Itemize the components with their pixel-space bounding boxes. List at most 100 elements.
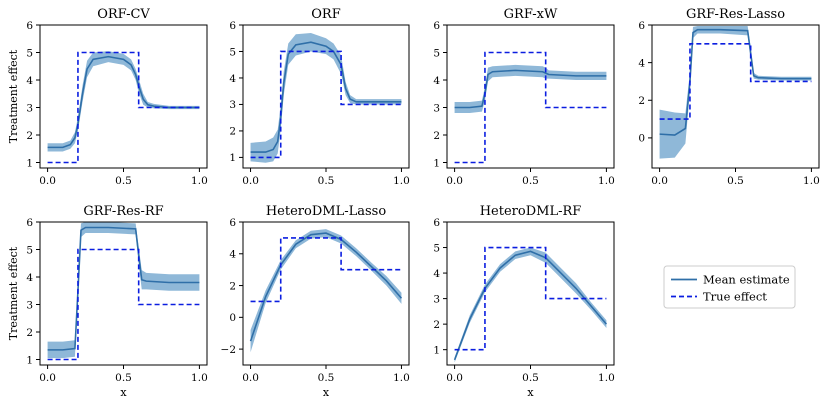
legend-mean-label: Mean estimate bbox=[703, 273, 790, 287]
y-tick-label: 4 bbox=[229, 73, 236, 85]
y-tick-label: 6 bbox=[638, 20, 645, 32]
y-tick-label: 4 bbox=[26, 272, 33, 284]
x-tick-label: 0.0 bbox=[446, 175, 463, 187]
y-tick-label: 3 bbox=[433, 293, 440, 305]
x-axis-label: x bbox=[120, 386, 127, 399]
y-tick-label: 4 bbox=[229, 249, 236, 261]
confidence-band bbox=[250, 32, 402, 163]
true-effect-line bbox=[659, 43, 812, 120]
legend-box bbox=[663, 265, 796, 309]
y-tick-label: 6 bbox=[229, 20, 236, 32]
confidence-band bbox=[47, 51, 200, 152]
panel-orf-cv: 0.0 0.5 1.0 1 2 3 4 5 6 ORF-CV Treatment effect bbox=[7, 7, 208, 187]
y-tick-label: 4 bbox=[638, 57, 645, 69]
y-tick-label: 5 bbox=[433, 47, 440, 59]
panel-title: ORF bbox=[311, 7, 340, 22]
confidence-band bbox=[47, 222, 200, 359]
y-tick-label: 2 bbox=[229, 280, 236, 292]
y-tick-label: 0 bbox=[229, 312, 236, 324]
x-tick-label: 0.5 bbox=[522, 372, 539, 384]
legend: Mean estimate True effect bbox=[663, 265, 796, 309]
panel-title: GRF-Res-RF bbox=[83, 204, 163, 219]
y-tick-label: 2 bbox=[433, 130, 440, 142]
x-tick-label: 0.0 bbox=[446, 372, 463, 384]
confidence-band bbox=[454, 64, 607, 113]
confidence-band bbox=[250, 229, 402, 353]
y-axis-label: Treatment effect bbox=[7, 49, 20, 143]
x-tick-label: 0.0 bbox=[39, 372, 56, 384]
y-tick-label: 1 bbox=[26, 157, 33, 169]
x-axis-label: x bbox=[527, 386, 534, 399]
mean-estimate-line bbox=[659, 28, 812, 136]
x-axis-label: x bbox=[323, 386, 330, 399]
y-tick-label: 1 bbox=[229, 152, 236, 164]
y-tick-label: 3 bbox=[26, 299, 33, 311]
panel-grf-xw: 0.0 0.5 1.0 1 2 3 4 5 6 GRF-xW bbox=[433, 7, 614, 187]
x-tick-label: 1.0 bbox=[803, 175, 820, 187]
panel-title: HeteroDML-Lasso bbox=[266, 204, 386, 219]
x-tick-label: 1.0 bbox=[598, 175, 615, 187]
x-tick-label: 0.5 bbox=[727, 175, 744, 187]
y-tick-label: 4 bbox=[433, 268, 440, 280]
y-tick-label: 1 bbox=[26, 354, 33, 366]
plot-area bbox=[249, 229, 403, 353]
panel-heterodml-lasso: 0.0 0.5 1.0 −2 0 2 4 6 HeteroDML-Lasso x bbox=[221, 204, 410, 399]
true-effect-line bbox=[454, 246, 607, 351]
confidence-band bbox=[659, 25, 812, 159]
y-tick-label: 6 bbox=[26, 217, 33, 229]
legend-true-label: True effect bbox=[703, 290, 767, 304]
plot-area bbox=[250, 32, 402, 163]
x-tick-label: 0.0 bbox=[242, 372, 259, 384]
x-tick-label: 1.0 bbox=[598, 372, 615, 384]
panel-title: ORF-CV bbox=[97, 7, 150, 22]
y-tick-label: 1 bbox=[433, 157, 440, 169]
axes-frame bbox=[446, 24, 615, 169]
confidence-band bbox=[454, 247, 607, 363]
y-tick-label: 6 bbox=[229, 217, 236, 229]
y-tick-label: 2 bbox=[433, 319, 440, 331]
y-tick-label: 3 bbox=[229, 99, 236, 111]
plot-area bbox=[454, 51, 607, 164]
y-tick-label: −2 bbox=[221, 344, 236, 356]
true-effect-line bbox=[250, 50, 402, 159]
x-tick-label: 1.0 bbox=[393, 372, 410, 384]
panel-orf: 0.0 0.5 1.0 1 2 3 4 5 6 ORF bbox=[229, 7, 409, 187]
y-tick-label: 0 bbox=[638, 133, 645, 145]
mean-estimate-line bbox=[249, 232, 403, 342]
y-tick-label: 5 bbox=[433, 242, 440, 254]
panel-heterodml-rf: 0.0 0.5 1.0 1 2 3 4 5 6 HeteroDML-RF x bbox=[433, 204, 614, 399]
true-effect-line bbox=[454, 51, 607, 164]
panel-title: HeteroDML-RF bbox=[480, 204, 582, 219]
mean-estimate-line bbox=[454, 69, 607, 109]
panel-title: GRF-xW bbox=[504, 7, 558, 22]
y-tick-label: 5 bbox=[229, 46, 236, 58]
y-tick-label: 6 bbox=[433, 217, 440, 229]
x-tick-label: 0.5 bbox=[318, 372, 335, 384]
y-tick-label: 1 bbox=[433, 344, 440, 356]
y-tick-label: 3 bbox=[433, 102, 440, 114]
y-tick-label: 6 bbox=[433, 20, 440, 32]
x-tick-label: 1.0 bbox=[191, 372, 208, 384]
y-tick-label: 2 bbox=[229, 126, 236, 138]
panel-grf-res-rf: 0.0 0.5 1.0 1 2 3 4 5 6 GRF-Res-RF x Treatment effe… bbox=[7, 204, 208, 399]
x-tick-label: 1.0 bbox=[191, 175, 208, 187]
true-effect-line bbox=[47, 51, 200, 164]
y-tick-label: 4 bbox=[26, 75, 33, 87]
y-tick-label: 2 bbox=[26, 327, 33, 339]
mean-estimate-line bbox=[47, 55, 200, 149]
panel-grf-res-lasso: 0.0 0.5 1.0 0 2 4 6 GRF-Res-Lasso bbox=[638, 7, 819, 187]
y-tick-label: 4 bbox=[433, 75, 440, 87]
x-tick-label: 0.5 bbox=[522, 175, 539, 187]
mean-estimate-line bbox=[47, 226, 200, 351]
y-tick-label: 6 bbox=[26, 20, 33, 32]
plot-area bbox=[47, 51, 200, 164]
y-tick-label: 2 bbox=[638, 95, 645, 107]
x-tick-label: 0.5 bbox=[115, 372, 132, 384]
true-effect-line bbox=[250, 237, 402, 303]
x-tick-label: 0.0 bbox=[39, 175, 56, 187]
y-tick-label: 2 bbox=[26, 130, 33, 142]
x-tick-label: 0.0 bbox=[242, 175, 259, 187]
plot-area bbox=[453, 246, 608, 363]
mean-estimate-line bbox=[453, 250, 608, 361]
